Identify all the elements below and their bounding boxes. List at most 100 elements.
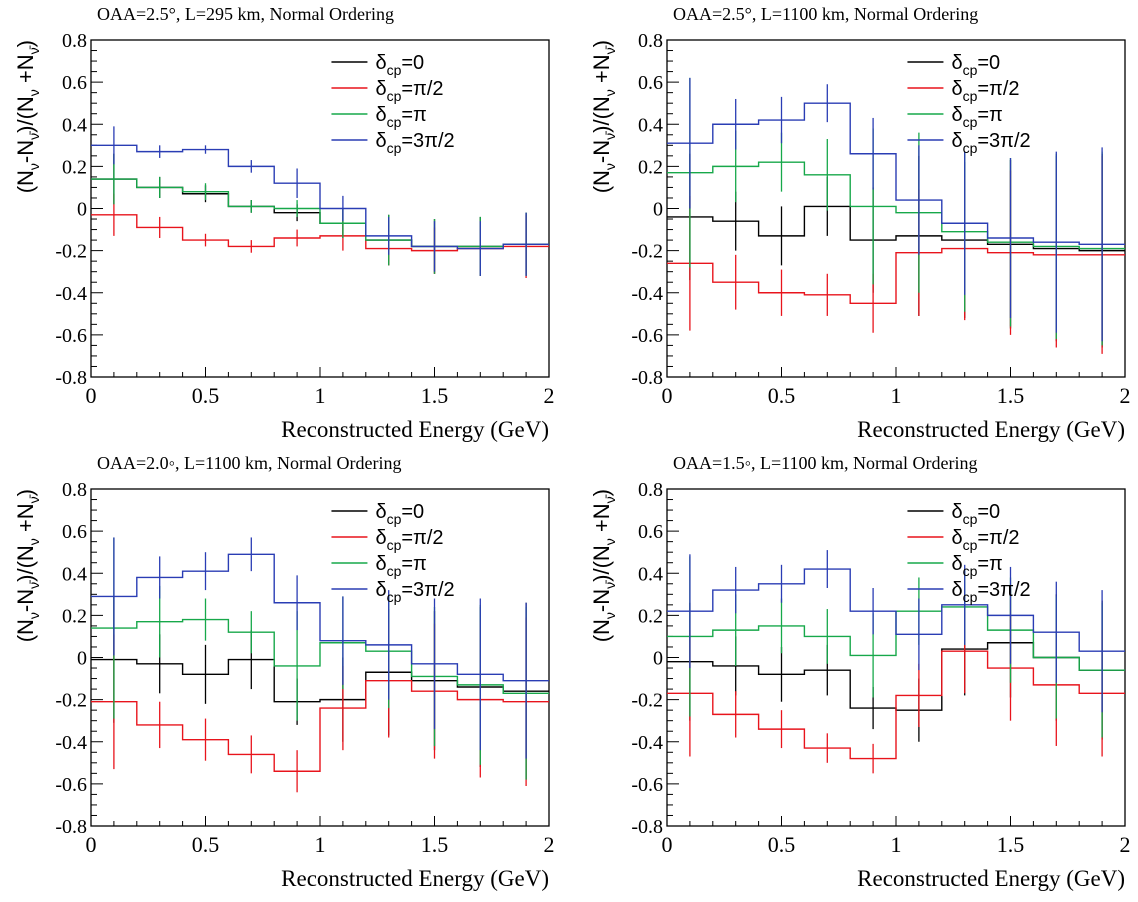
legend-label: δcp=0 [951,52,1000,78]
series-line [91,618,549,695]
legend-label: δcp=3π/2 [951,130,1030,156]
y-tick-label: 0 [653,199,663,221]
y-tick-label: -0.2 [631,690,663,712]
series-line [667,650,1125,760]
series-line [91,658,549,703]
y-tick-label: -0.2 [55,241,87,263]
x-tick-label: 0 [86,832,97,857]
x-axis-label: Reconstructed Energy (GeV) [281,417,549,442]
series-line [667,161,1125,250]
y-axis-label: (Nν-Nν̄)/(Nν +Nν̄) [13,40,42,193]
y-tick-label: -0.6 [55,774,87,796]
y-axis-label: (Nν-Nν̄)/(Nν +Nν̄) [589,40,618,193]
legend-label: δcp=3π/2 [375,579,454,605]
series-3 [91,537,549,759]
y-tick-label: 0.4 [638,114,663,136]
x-tick-label: 2 [544,383,555,408]
x-tick-label: 1.5 [997,383,1025,408]
panel-title: OAA=1.5◦, L=1100 km, Normal Ordering [673,453,977,473]
series-line [91,553,549,682]
panel-title: OAA=2.0◦, L=1100 km, Normal Ordering [97,453,401,473]
x-tick-label: 2 [544,832,555,857]
series-line [667,102,1125,246]
y-axis-label: (Nν-Nν̄)/(Nν +Nν̄) [589,489,618,642]
legend-label: δcp=π [951,104,1002,130]
x-tick-label: 0 [662,832,673,857]
y-tick-label: 0.2 [638,156,663,178]
y-tick-label: -0.8 [631,367,663,389]
panel-title: OAA=2.5°, L=295 km, Normal Ordering [97,4,394,24]
y-tick-label: 0.6 [62,72,87,94]
legend-label: δcp=π/2 [951,78,1019,104]
y-tick-label: -0.8 [55,367,87,389]
series-line [91,144,549,250]
x-tick-label: 1.5 [421,832,449,857]
x-tick-label: 1 [315,832,326,857]
y-tick-label: -0.8 [55,816,87,838]
y-tick-label: 0.8 [638,30,663,52]
x-axis-label: Reconstructed Energy (GeV) [857,866,1125,891]
y-tick-label: 0 [77,648,87,670]
y-tick-label: -0.2 [55,690,87,712]
legend-label: δcp=3π/2 [951,579,1030,605]
y-tick-label: -0.4 [631,283,663,305]
y-tick-label: 0.6 [638,72,663,94]
series-line [667,247,1125,304]
y-tick-label: -0.2 [631,241,663,263]
legend-label: δcp=π/2 [375,78,443,104]
legend-label: δcp=3π/2 [375,130,454,156]
series-line [91,679,549,772]
x-tick-label: 0 [662,383,673,408]
x-tick-label: 2 [1120,832,1131,857]
x-tick-label: 1.5 [421,383,449,408]
y-tick-label: -0.6 [55,325,87,347]
series-3 [91,126,549,276]
legend-label: δcp=π/2 [375,527,443,553]
x-tick-label: 0 [86,383,97,408]
y-tick-label: 0.6 [638,521,663,543]
series-3 [667,550,1125,713]
series-line [667,568,1125,652]
y-tick-label: -0.4 [55,732,87,754]
panel-title: OAA=2.5°, L=1100 km, Normal Ordering [673,4,978,24]
legend-label: δcp=0 [375,501,424,527]
y-tick-label: 0 [77,199,87,221]
x-tick-label: 0.5 [768,383,796,408]
y-tick-label: 0.4 [638,563,663,585]
legend-label: δcp=0 [951,501,1000,527]
y-tick-label: 0.8 [62,479,87,501]
y-tick-label: -0.4 [631,732,663,754]
panel-1: OAA=2.5°, L=295 km, Normal Ordering 0 0.5 1… [13,4,555,442]
x-tick-label: 1 [315,383,326,408]
y-tick-label: 0.2 [62,156,87,178]
y-tick-label: 0 [653,648,663,670]
x-tick-label: 1.5 [997,832,1025,857]
x-tick-label: 1 [891,832,902,857]
legend-label: δcp=π [951,553,1002,579]
y-tick-label: 0.8 [62,30,87,52]
x-tick-label: 2 [1120,383,1131,408]
legend-label: δcp=π/2 [951,527,1019,553]
legend-label: δcp=0 [375,52,424,78]
y-tick-label: 0.6 [62,521,87,543]
y-tick-label: -0.6 [631,774,663,796]
y-tick-label: 0.2 [62,605,87,627]
x-axis-label: Reconstructed Energy (GeV) [281,866,549,891]
y-tick-label: 0.2 [638,605,663,627]
series-line [667,205,1125,252]
y-tick-label: -0.6 [631,325,663,347]
y-tick-label: -0.8 [631,816,663,838]
panel-3: OAA=2.0◦, L=1100 km, Normal Ordering 0 0.5… [13,453,555,891]
x-axis-label: Reconstructed Energy (GeV) [857,417,1125,442]
series-3 [667,77,1125,342]
y-tick-label: -0.4 [55,283,87,305]
x-tick-label: 0.5 [192,383,220,408]
x-tick-label: 0.5 [192,832,220,857]
panel-4: OAA=1.5◦, L=1100 km, Normal Ordering 0 0.5… [589,453,1131,891]
legend-label: δcp=π [375,104,426,130]
